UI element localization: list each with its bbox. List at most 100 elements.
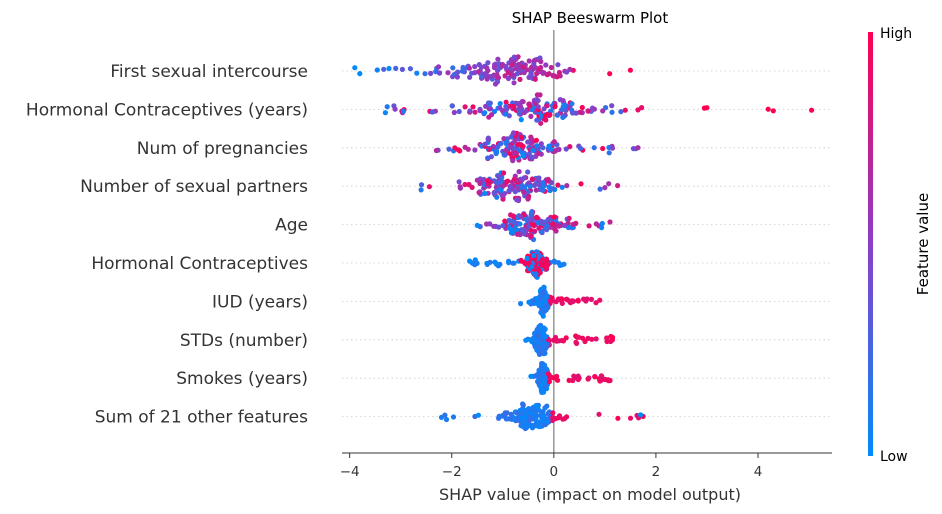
- data-point: [494, 194, 500, 200]
- data-point: [520, 415, 526, 421]
- data-point: [472, 70, 478, 76]
- data-point: [607, 71, 613, 77]
- data-point: [542, 405, 548, 411]
- data-point: [517, 104, 524, 110]
- data-point: [596, 411, 602, 417]
- data-point: [541, 183, 547, 189]
- data-point: [418, 182, 425, 188]
- data-point: [542, 375, 548, 381]
- data-point: [548, 180, 555, 186]
- data-point: [449, 103, 455, 109]
- data-point: [456, 108, 462, 115]
- data-point: [564, 69, 570, 75]
- data-point: [540, 289, 546, 295]
- data-point: [574, 340, 580, 346]
- data-point: [607, 377, 613, 384]
- data-point: [443, 416, 450, 423]
- data-point: [540, 309, 547, 315]
- data-point: [511, 72, 517, 78]
- data-point: [544, 263, 550, 269]
- colorbar-title: Feature value: [914, 193, 932, 295]
- data-point: [600, 145, 606, 152]
- feature-gridlines: [342, 70, 832, 418]
- data-point: [551, 214, 558, 220]
- data-point: [438, 414, 445, 420]
- data-point: [564, 183, 570, 189]
- data-point: [511, 54, 517, 60]
- data-point: [527, 103, 533, 109]
- data-point: [533, 187, 539, 193]
- data-point: [499, 192, 505, 198]
- data-point: [529, 176, 536, 182]
- data-point: [609, 109, 615, 115]
- data-point: [516, 61, 522, 67]
- data-point: [493, 150, 500, 156]
- data-point: [563, 107, 569, 113]
- data-point: [536, 332, 542, 338]
- data-point: [466, 182, 472, 188]
- data-point: [559, 300, 565, 306]
- data-point: [532, 57, 538, 63]
- data-point: [532, 65, 539, 71]
- data-point: [491, 72, 497, 78]
- data-point: [514, 231, 521, 237]
- data-point: [470, 104, 476, 110]
- data-point: [511, 176, 517, 182]
- data-point: [485, 60, 491, 66]
- data-point: [418, 187, 424, 193]
- data-point: [570, 221, 576, 227]
- data-point: [534, 143, 540, 149]
- data-point: [516, 169, 522, 175]
- feature-label: Age: [275, 216, 308, 236]
- data-point: [473, 260, 480, 266]
- data-point: [609, 334, 616, 340]
- data-point: [552, 148, 558, 154]
- data-point: [481, 176, 487, 183]
- data-point: [374, 67, 380, 73]
- x-tick-label: 0: [550, 464, 559, 480]
- data-point: [577, 145, 584, 151]
- data-point: [472, 109, 478, 115]
- data-point: [529, 217, 535, 223]
- data-point: [518, 411, 524, 417]
- data-point: [384, 104, 390, 110]
- data-point: [532, 336, 539, 343]
- data-point: [522, 408, 528, 414]
- data-point: [506, 217, 512, 223]
- data-point: [445, 70, 451, 76]
- data-point: [588, 296, 595, 302]
- chart-title: SHAP Beeswarm Plot: [512, 9, 669, 27]
- data-point: [450, 414, 457, 420]
- data-point: [485, 100, 492, 106]
- data-point: [507, 184, 514, 190]
- data-point: [558, 296, 564, 302]
- data-point: [597, 297, 603, 303]
- data-point: [400, 108, 407, 114]
- data-point: [482, 110, 488, 116]
- data-point: [508, 416, 514, 422]
- x-tick-label: 2: [652, 464, 661, 480]
- data-point: [552, 375, 558, 381]
- data-point: [544, 227, 550, 233]
- data-point: [602, 185, 608, 191]
- data-point: [536, 422, 543, 428]
- data-point: [561, 261, 567, 267]
- data-point: [618, 109, 624, 115]
- data-point: [576, 334, 582, 340]
- data-point: [382, 110, 388, 116]
- data-point: [540, 413, 546, 419]
- data-point: [528, 423, 534, 429]
- data-point: [557, 262, 563, 268]
- data-point: [529, 264, 535, 270]
- data-point: [542, 113, 548, 119]
- data-point: [551, 258, 557, 264]
- data-point: [556, 338, 562, 344]
- data-point: [550, 221, 556, 227]
- data-point: [490, 143, 496, 150]
- data-point: [544, 419, 550, 425]
- data-point: [556, 69, 563, 76]
- data-point: [545, 176, 551, 182]
- data-point: [539, 337, 545, 343]
- data-point: [462, 144, 468, 150]
- data-point: [529, 154, 535, 160]
